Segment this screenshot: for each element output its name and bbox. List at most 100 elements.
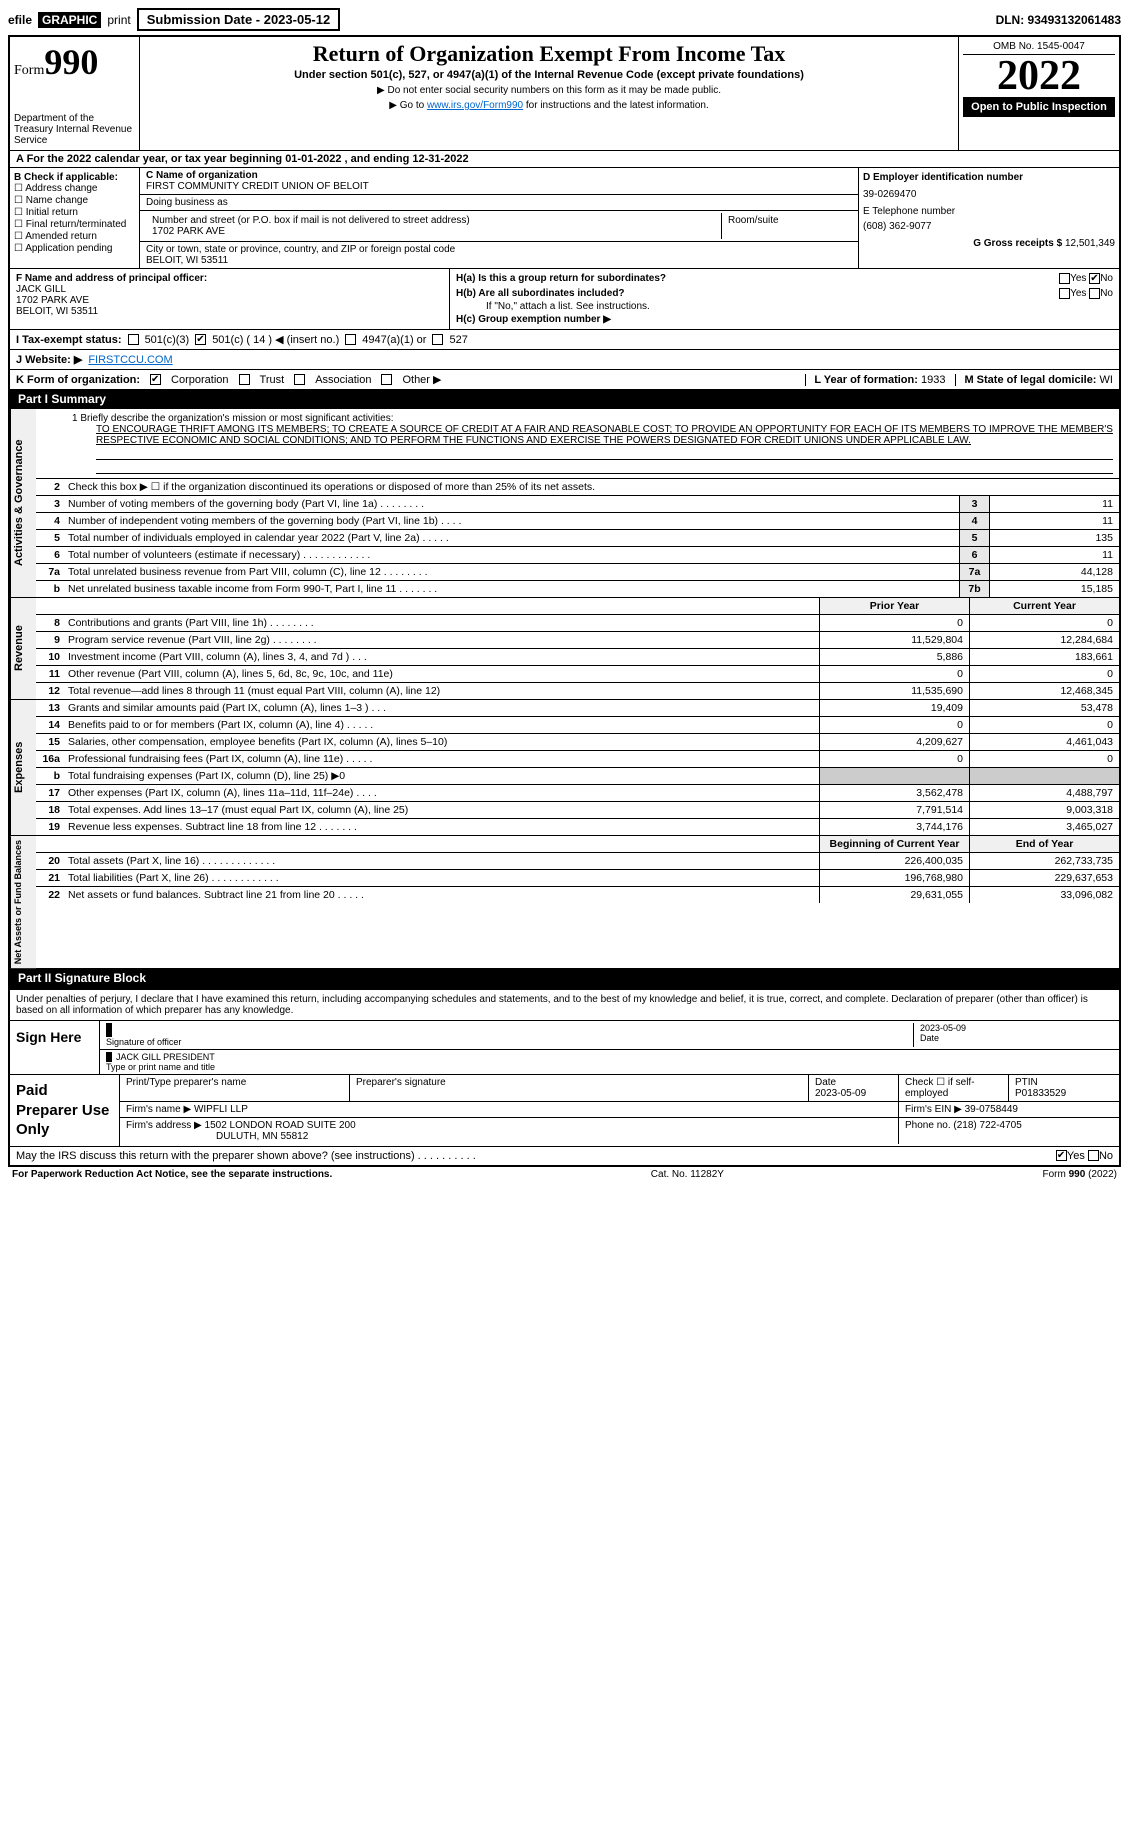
dln-label: DLN: 93493132061483: [996, 13, 1121, 27]
ein-value: 39-0269470: [863, 189, 1115, 200]
expenses-section: Expenses 13Grants and similar amounts pa…: [10, 700, 1119, 836]
row-j-website: J Website: ▶ FIRSTCCU.COM: [10, 350, 1119, 370]
data-row: 11Other revenue (Part VIII, column (A), …: [36, 666, 1119, 683]
self-employed-check[interactable]: Check ☐ if self-employed: [899, 1075, 1009, 1101]
hb-no[interactable]: [1089, 288, 1100, 299]
year-formation: 1933: [921, 374, 945, 386]
revenue-vtab: Revenue: [10, 598, 36, 699]
chk-corporation[interactable]: [150, 374, 161, 385]
chk-initial-return[interactable]: Initial return: [14, 207, 135, 218]
file-header-bar: efile GRAPHIC print Submission Date - 20…: [8, 8, 1121, 31]
chk-501c3[interactable]: [128, 334, 139, 345]
org-name: FIRST COMMUNITY CREDIT UNION OF BELOIT: [146, 181, 852, 192]
prep-date: 2023-05-09: [815, 1088, 892, 1099]
hb-yes[interactable]: [1059, 288, 1070, 299]
chk-amended-return[interactable]: Amended return: [14, 231, 135, 242]
irs-link[interactable]: www.irs.gov/Form990: [427, 100, 523, 111]
data-row: 15Salaries, other compensation, employee…: [36, 734, 1119, 751]
firm-addr2: DULUTH, MN 55812: [216, 1131, 308, 1142]
officer-name: JACK GILL: [16, 284, 443, 295]
print-label[interactable]: print: [107, 13, 130, 27]
ha-yes[interactable]: [1059, 273, 1070, 284]
chk-address-change[interactable]: Address change: [14, 183, 135, 194]
data-row: 21Total liabilities (Part X, line 26) . …: [36, 870, 1119, 887]
data-row: 22Net assets or fund balances. Subtract …: [36, 887, 1119, 903]
prior-year-header: Prior Year: [819, 598, 969, 614]
row-i-tax-status: I Tax-exempt status: 501(c)(3) 501(c) ( …: [10, 330, 1119, 350]
data-row: 14Benefits paid to or for members (Part …: [36, 717, 1119, 734]
netassets-section: Net Assets or Fund Balances Beginning of…: [10, 836, 1119, 969]
officer-city: BELOIT, WI 53511: [16, 306, 443, 317]
chk-501c[interactable]: [195, 334, 206, 345]
row-klm: K Form of organization: Corporation Trus…: [10, 370, 1119, 390]
sig-date-label: Date: [920, 1033, 1113, 1043]
chk-4947[interactable]: [345, 334, 356, 345]
preparer-sig-header: Preparer's signature: [350, 1075, 809, 1101]
netassets-vtab: Net Assets or Fund Balances: [10, 836, 36, 968]
data-row: 17Other expenses (Part IX, column (A), l…: [36, 785, 1119, 802]
data-row: 19Revenue less expenses. Subtract line 1…: [36, 819, 1119, 835]
firm-name: WIPFLI LLP: [194, 1104, 248, 1115]
part1-header: Part I Summary: [10, 390, 1119, 409]
firm-phone: (218) 722-4705: [953, 1120, 1021, 1131]
discuss-yes[interactable]: [1056, 1150, 1067, 1161]
footer-left: For Paperwork Reduction Act Notice, see …: [12, 1169, 332, 1180]
mission-label: 1 Briefly describe the organization's mi…: [72, 413, 1113, 424]
form-note1: ▶ Do not enter social security numbers o…: [148, 85, 950, 96]
governance-vtab: Activities & Governance: [10, 409, 36, 597]
state-domicile: WI: [1100, 374, 1113, 386]
data-row: 20Total assets (Part X, line 16) . . . .…: [36, 853, 1119, 870]
sign-here-row: Sign Here Signature of officer 2023-05-0…: [10, 1021, 1119, 1075]
chk-other[interactable]: [381, 374, 392, 385]
preparer-name-header: Print/Type preparer's name: [120, 1075, 350, 1101]
form-number: 990: [44, 42, 98, 82]
mission-text: TO ENCOURAGE THRIFT AMONG ITS MEMBERS; T…: [96, 424, 1113, 446]
gov-row: 5Total number of individuals employed in…: [36, 530, 1119, 547]
chk-527[interactable]: [432, 334, 443, 345]
year-cell: OMB No. 1545-0047 2022 Open to Public In…: [959, 37, 1119, 150]
irs-discuss-row: May the IRS discuss this return with the…: [10, 1147, 1119, 1165]
signature-block: Under penalties of perjury, I declare th…: [8, 990, 1121, 1167]
firm-addr1: 1502 LONDON ROAD SUITE 200: [205, 1120, 356, 1131]
governance-section: Activities & Governance 1 Briefly descri…: [10, 409, 1119, 598]
firm-ein: 39-0758449: [965, 1104, 1018, 1115]
form-header-row: Form990 Department of the Treasury Inter…: [10, 37, 1119, 151]
end-year-header: End of Year: [969, 836, 1119, 852]
sig-name-label: Type or print name and title: [106, 1062, 1113, 1072]
title-cell: Return of Organization Exempt From Incom…: [140, 37, 959, 150]
footer-mid: Cat. No. 11282Y: [651, 1169, 724, 1180]
chk-trust[interactable]: [239, 374, 250, 385]
begin-year-header: Beginning of Current Year: [819, 836, 969, 852]
ptin-value: P01833529: [1015, 1088, 1113, 1099]
form-number-cell: Form990 Department of the Treasury Inter…: [10, 37, 140, 150]
tax-year: 2022: [963, 55, 1115, 97]
dept-label: Department of the Treasury Internal Reve…: [14, 113, 135, 146]
website-link[interactable]: FIRSTCCU.COM: [88, 354, 172, 366]
chk-application-pending[interactable]: Application pending: [14, 243, 135, 254]
sig-officer-label: Signature of officer: [106, 1037, 913, 1047]
graphic-label: GRAPHIC: [38, 12, 101, 28]
city-label: City or town, state or province, country…: [146, 244, 852, 255]
submission-date-box: Submission Date - 2023-05-12: [137, 8, 341, 31]
discuss-no[interactable]: [1088, 1150, 1099, 1161]
paid-preparer-label: Paid Preparer Use Only: [10, 1075, 120, 1146]
chk-name-change[interactable]: Name change: [14, 195, 135, 206]
dba-label: Doing business as: [146, 197, 852, 208]
col-b-heading: B Check if applicable:: [14, 172, 135, 183]
data-row: 16aProfessional fundraising fees (Part I…: [36, 751, 1119, 768]
data-row: bTotal fundraising expenses (Part IX, co…: [36, 768, 1119, 785]
chk-association[interactable]: [294, 374, 305, 385]
ha-no[interactable]: [1089, 273, 1100, 284]
revenue-section: Revenue Prior Year Current Year 8Contrib…: [10, 598, 1119, 700]
data-row: 12Total revenue—add lines 8 through 11 (…: [36, 683, 1119, 699]
mission-block: 1 Briefly describe the organization's mi…: [36, 409, 1119, 479]
chk-final-return[interactable]: Final return/terminated: [14, 219, 135, 230]
col-c-org-info: C Name of organization FIRST COMMUNITY C…: [140, 168, 859, 268]
officer-street: 1702 PARK AVE: [16, 295, 443, 306]
form-frame: Form990 Department of the Treasury Inter…: [8, 35, 1121, 990]
gov-row: 6Total number of volunteers (estimate if…: [36, 547, 1119, 564]
part2-header: Part II Signature Block: [10, 969, 1119, 988]
paid-preparer-row: Paid Preparer Use Only Print/Type prepar…: [10, 1075, 1119, 1147]
gov-row: 2Check this box ▶ ☐ if the organization …: [36, 479, 1119, 496]
gross-value: 12,501,349: [1065, 238, 1115, 249]
